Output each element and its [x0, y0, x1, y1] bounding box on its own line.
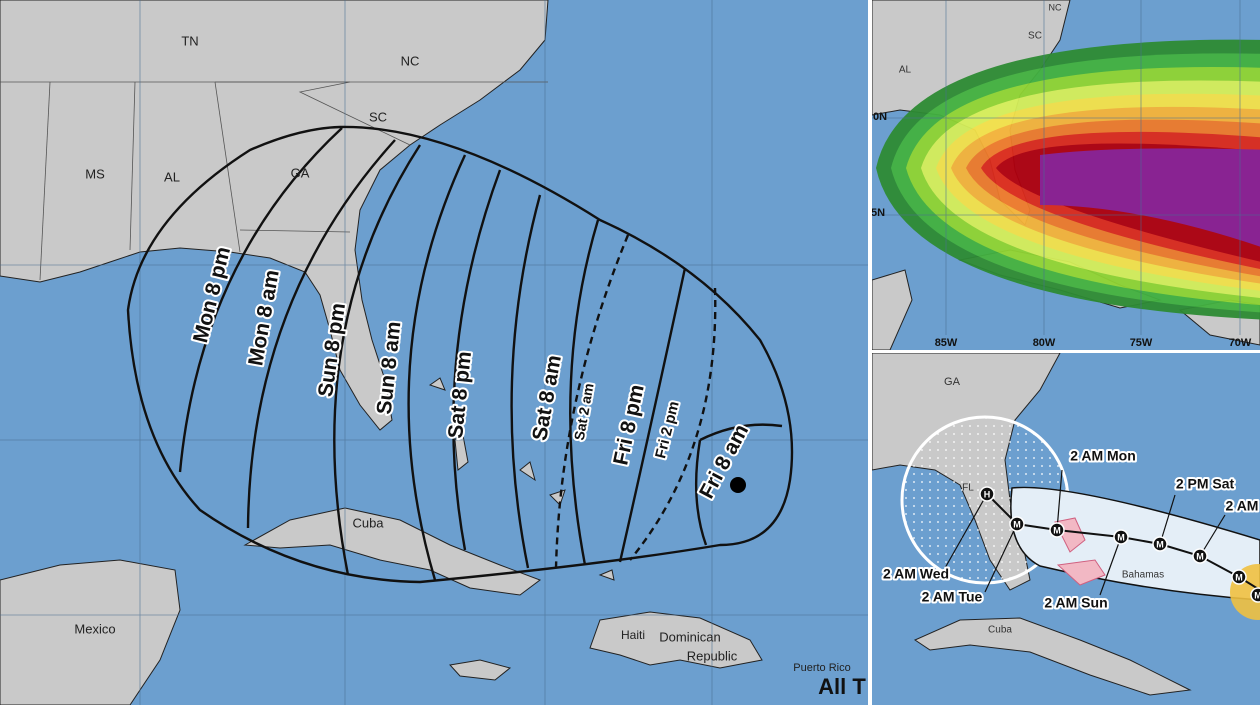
region-label: AL: [164, 169, 180, 184]
marker-label: H: [984, 489, 991, 499]
jamaica: [449, 659, 512, 681]
region-label: Cuba: [988, 625, 1012, 636]
marker: [1192, 548, 1208, 564]
marker-label: M: [1235, 572, 1243, 582]
marker-label: M: [1156, 539, 1164, 549]
marker: [1152, 536, 1168, 552]
lon-label: 80W: [1033, 337, 1056, 349]
region-label: SC: [369, 109, 387, 124]
wind-labels: NC SC AL 85W 80W 75W 70W 0N 5N: [871, 2, 1252, 349]
region-label: Mexico: [74, 621, 115, 636]
region-label: Bahamas: [1122, 570, 1164, 581]
region-label: NC: [1049, 2, 1062, 12]
marker: [1250, 587, 1260, 603]
marker-label: M: [1053, 525, 1061, 535]
marker-label: M: [1013, 519, 1021, 529]
lat-label: 0N: [873, 111, 887, 123]
lon-label: 70W: [1229, 337, 1252, 349]
leaders: [944, 469, 1226, 596]
cone-labels: GA FL Bahamas Cuba 2 AM Mon 2 PM Sat 2 AM 2 AM …: [881, 376, 1260, 636]
region-label: NC: [401, 53, 420, 68]
cuba: [243, 507, 542, 596]
region-label: TN: [181, 33, 198, 48]
state-borders: [0, 81, 548, 281]
mexico: [0, 559, 181, 705]
mexico: [872, 269, 913, 350]
bahamas-warning: [1054, 517, 1106, 586]
time-label: 2 AM Sun: [1044, 595, 1107, 611]
marker-label: M: [1254, 590, 1260, 600]
region-label: GA: [291, 165, 310, 180]
us-land: [0, 0, 549, 431]
region-label: Puerto Rico: [793, 662, 850, 674]
divider: [868, 0, 872, 705]
region-label: SC: [1028, 31, 1042, 42]
region-label: MS: [85, 166, 105, 181]
marker: [979, 486, 995, 502]
region-label: Republic: [687, 648, 738, 663]
divider: [872, 350, 1260, 353]
hispaniola: [589, 611, 763, 669]
time-label: 2 AM Wed: [883, 566, 949, 582]
marker: [1049, 522, 1065, 538]
cuba: [913, 617, 1192, 696]
storm-symbol: [730, 477, 746, 493]
bahama-islands: [428, 377, 615, 581]
forecast-lines: [126, 125, 794, 584]
grid: [872, 0, 1260, 335]
grid: [0, 0, 868, 705]
lat-label: 5N: [871, 207, 885, 219]
region-label: FL: [962, 483, 974, 494]
marker: [1231, 569, 1247, 585]
marker-label: M: [1196, 551, 1204, 561]
region-label: AL: [899, 65, 912, 76]
caption: All T: [818, 674, 866, 699]
marker-label: M: [1117, 532, 1125, 542]
time-label: 2 AM Mon: [1070, 448, 1136, 464]
cone-map: GA FL Bahamas Cuba 2 AM Mon 2 PM Sat 2 AM 2 AM …: [872, 353, 1260, 705]
wind-bands: [876, 39, 1260, 320]
time-label: 2 PM Sat: [1176, 476, 1235, 492]
region-label: Haiti: [621, 628, 645, 642]
marker: [1009, 516, 1025, 532]
marker: [1113, 529, 1129, 545]
wind-band: [1040, 148, 1260, 247]
region-label: Dominican: [659, 629, 720, 644]
wind-probability-map: NC SC AL 85W 80W 75W 70W 0N 5N: [871, 0, 1260, 350]
time-label: 2 AM Tue: [922, 589, 983, 605]
region-label: GA: [944, 376, 961, 388]
region-label: Cuba: [352, 515, 384, 530]
lon-label: 75W: [1130, 337, 1153, 349]
time-label: 2 AM: [1226, 498, 1259, 514]
lon-label: 85W: [935, 337, 958, 349]
forecast-map: TN NC SC GA MS AL Cuba Mexico Haiti Dominican Repu…: [0, 0, 868, 705]
